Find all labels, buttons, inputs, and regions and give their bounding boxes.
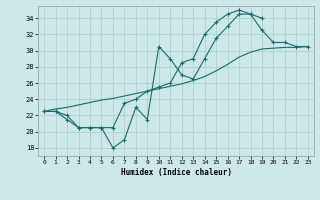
X-axis label: Humidex (Indice chaleur): Humidex (Indice chaleur) bbox=[121, 168, 231, 177]
